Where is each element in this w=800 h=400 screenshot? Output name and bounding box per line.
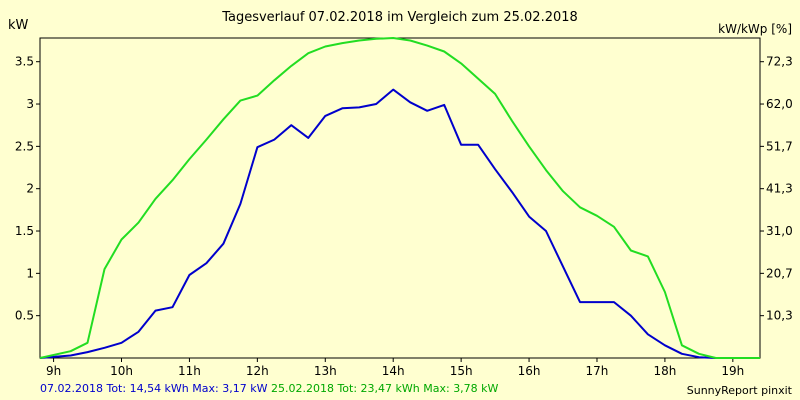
- x-tick-label: 17h: [586, 364, 609, 378]
- y-tick-label-right: 20,7: [766, 266, 793, 280]
- y-tick-label-left: 0.5: [15, 309, 34, 323]
- x-tick-label: 10h: [110, 364, 133, 378]
- x-tick-label: 11h: [178, 364, 201, 378]
- x-tick-label: 14h: [382, 364, 405, 378]
- y-axis-label-left: kW: [8, 18, 29, 33]
- footer-series-1-summary: 07.02.2018 Tot: 14,54 kWh Max: 3,17 kW: [40, 382, 268, 395]
- x-tick-label: 12h: [246, 364, 269, 378]
- y-axis-label-right: kW/kWp [%]: [718, 22, 792, 36]
- y-tick-label-right: 51,7: [766, 139, 793, 153]
- x-tick-label: 15h: [450, 364, 473, 378]
- y-tick-label-right: 72,3: [766, 55, 793, 69]
- y-tick-label-right: 62,0: [766, 97, 793, 111]
- y-tick-label-left: 2: [26, 182, 34, 196]
- series-line-2: [39, 37, 760, 359]
- y-tick-label-right: 31,0: [766, 224, 793, 238]
- x-tick-label: 19h: [721, 364, 744, 378]
- chart-credit: SunnyReport pinxit: [686, 384, 792, 397]
- series-line-1: [39, 88, 760, 359]
- y-tick-label-left: 2.5: [15, 139, 34, 153]
- chart-title: Tagesverlauf 07.02.2018 im Vergleich zum…: [222, 10, 578, 25]
- y-tick-label-right: 10,3: [766, 309, 793, 323]
- x-tick-label: 18h: [653, 364, 676, 378]
- chart-footer: 07.02.2018 Tot: 14,54 kWh Max: 3,17 kW 2…: [40, 382, 498, 395]
- y-tick-label-left: 3.5: [15, 55, 34, 69]
- x-tick-label: 16h: [518, 364, 541, 378]
- plot-border: [39, 37, 761, 359]
- x-tick-label: 9h: [46, 364, 61, 378]
- y-tick-label-left: 3: [26, 97, 34, 111]
- footer-series-2-summary: 25.02.2018 Tot: 23,47 kWh Max: 3,78 kW: [270, 382, 499, 395]
- y-tick-label-right: 41,3: [766, 182, 793, 196]
- y-tick-label-left: 1.5: [15, 224, 34, 238]
- y-tick-label-left: 1: [26, 266, 34, 280]
- x-tick-label: 13h: [314, 364, 337, 378]
